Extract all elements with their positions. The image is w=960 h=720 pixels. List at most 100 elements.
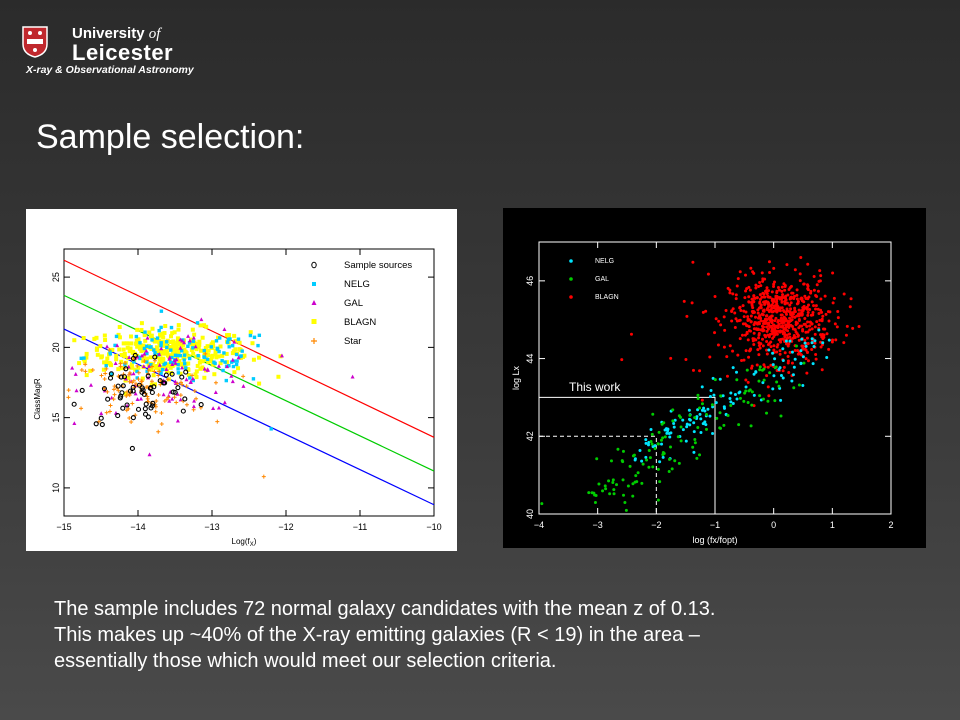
gal-point: [205, 367, 210, 372]
blagn-point: [752, 331, 756, 335]
blagn-point: [128, 334, 133, 339]
blagn-point: [756, 308, 760, 312]
blagn-point: [185, 367, 190, 372]
gal-point: [677, 414, 681, 418]
blagn-point: [117, 335, 122, 340]
gal-point: [713, 378, 717, 382]
blagn-point: [189, 337, 194, 342]
nelg-point: [672, 425, 676, 429]
gal-point: [718, 426, 722, 430]
gal-point: [191, 335, 196, 340]
blagn-point: [793, 336, 797, 340]
blagn-point: [218, 344, 223, 349]
blagn-point: [768, 295, 772, 299]
legend-marker: [569, 259, 573, 263]
blagn-point: [142, 333, 147, 338]
blagn-point: [734, 317, 738, 321]
nelg-point: [744, 385, 748, 389]
blagn-point: [110, 347, 115, 352]
blagn-point: [193, 372, 198, 377]
blagn-point: [141, 343, 146, 348]
blagn-point: [810, 327, 814, 331]
sample-source-point: [145, 414, 151, 420]
nelg-point: [801, 383, 805, 387]
nelg-point: [142, 346, 147, 351]
blagn-point: [790, 325, 794, 329]
blagn-point: [776, 304, 780, 308]
blagn-point: [754, 321, 758, 325]
sample-source-point: [170, 389, 176, 395]
nelg-point: [696, 408, 700, 412]
blagn-point: [214, 355, 219, 360]
blagn-point: [774, 331, 778, 335]
star-point: [118, 364, 123, 369]
nelg-point: [644, 441, 648, 445]
blagn-point: [790, 318, 794, 322]
blagn-point: [816, 289, 820, 293]
blagn-point: [765, 329, 769, 333]
y-axis-label: ClassMagR: [33, 378, 42, 420]
blagn-point: [153, 382, 158, 387]
nelg-point: [215, 346, 220, 351]
blagn-point: [787, 332, 791, 336]
blagn-point: [827, 347, 831, 351]
blagn-point: [765, 307, 769, 311]
nelg-point: [812, 345, 816, 349]
nelg-point: [771, 387, 775, 391]
nelg-point: [660, 442, 664, 446]
x-tick-label: −2: [651, 520, 661, 530]
star-point: [172, 395, 177, 400]
blagn-point: [761, 279, 765, 283]
blagn-point: [119, 359, 124, 364]
blagn-point: [813, 332, 817, 336]
blagn-point: [806, 297, 810, 301]
gal-point: [668, 445, 672, 449]
nelg-point: [708, 395, 712, 399]
gal-point: [603, 484, 607, 488]
sample-source-point: [99, 421, 105, 428]
blagn-point: [745, 287, 749, 291]
blagn-point: [122, 351, 127, 356]
nelg-point: [692, 430, 696, 434]
sample-source-point: [129, 445, 135, 452]
gal-point: [688, 413, 692, 417]
blagn-point: [786, 354, 790, 358]
gal-point: [656, 498, 660, 502]
blagn-point: [759, 303, 763, 307]
blagn-point: [744, 310, 748, 314]
blagn-point: [781, 293, 785, 297]
blagn-point: [800, 324, 804, 328]
blagn-point: [176, 327, 181, 332]
gal-point: [671, 408, 675, 412]
nelg-point: [191, 378, 195, 383]
gal-point: [649, 440, 653, 444]
nelg-point: [231, 364, 236, 369]
nelg-point: [114, 334, 119, 339]
sample-source-point: [105, 396, 111, 402]
blagn-point: [685, 314, 689, 318]
nelg-point: [781, 358, 785, 362]
nelg-point: [149, 345, 153, 349]
blagn-point: [849, 297, 853, 301]
blagn-point: [805, 325, 809, 329]
gal-point: [624, 508, 628, 512]
blagn-point: [136, 365, 141, 370]
blagn-point: [251, 357, 256, 362]
blagn-point: [250, 341, 255, 346]
blagn-point: [821, 337, 825, 341]
blagn-point: [812, 304, 816, 308]
blagn-point: [735, 284, 739, 288]
blagn-point: [822, 333, 826, 337]
blagn-point: [806, 262, 810, 266]
blagn-point: [724, 309, 728, 313]
blagn-point: [824, 312, 828, 316]
nelg-point: [692, 450, 696, 454]
x-tick-label: −13: [204, 522, 219, 532]
gal-point: [611, 478, 615, 482]
sample-source-point: [141, 391, 147, 397]
gal-point: [594, 494, 598, 498]
nelg-point: [752, 372, 756, 376]
blagn-point: [102, 333, 107, 338]
gal-point: [612, 488, 616, 492]
blagn-point: [84, 355, 89, 360]
